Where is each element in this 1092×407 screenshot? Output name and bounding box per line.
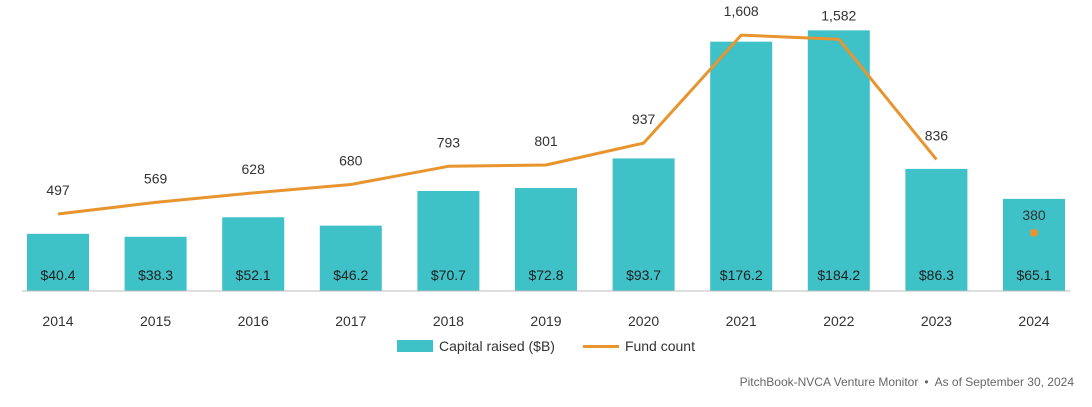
chart-area: $40.4 $38.3 $52.1 $46.2 $70.7 $72.8 $93.7 $176.… <box>22 3 1070 329</box>
x-tick-2023: 2023 <box>921 313 952 329</box>
bar-2020 <box>612 158 675 291</box>
legend-label-fund-count: Fund count <box>624 338 695 354</box>
bar-label-2014: $40.4 <box>40 267 75 283</box>
x-tick-2019: 2019 <box>530 313 561 329</box>
fund-count-label-2022: 1,582 <box>821 7 856 23</box>
bar-label-2022: $184.2 <box>817 267 860 283</box>
fund-count-label-2021: 1,608 <box>724 3 759 19</box>
legend-label-capital: Capital raised ($B) <box>439 338 555 354</box>
bar-2017 <box>319 225 382 291</box>
x-tick-2021: 2021 <box>726 313 757 329</box>
bar-label-2024: $65.1 <box>1016 267 1051 283</box>
legend-swatch-capital <box>397 340 433 352</box>
bar-2016 <box>222 217 285 291</box>
fund-count-line-group <box>57 33 1038 237</box>
legend-item-capital: Capital raised ($B) <box>397 338 555 354</box>
bar-2021 <box>710 41 773 291</box>
bar-2022 <box>807 30 870 292</box>
fund-count-point-2024 <box>1030 228 1038 237</box>
source-separator: • <box>924 375 929 389</box>
fund-count-label-2017: 680 <box>339 153 363 169</box>
x-tick-2015: 2015 <box>140 313 171 329</box>
bar-label-2023: $86.3 <box>919 267 954 283</box>
fund-count-line <box>57 33 938 216</box>
bar-2023 <box>905 168 968 291</box>
bar-label-2019: $72.8 <box>528 267 563 283</box>
fund-count-label-2015: 569 <box>144 170 168 186</box>
fund-count-label-2020: 937 <box>632 111 656 127</box>
source-note: PitchBook-NVCA Venture Monitor • As of Sep… <box>740 375 1074 389</box>
bar-2018 <box>417 190 480 291</box>
x-tick-2018: 2018 <box>433 313 464 329</box>
bar-2024 <box>1003 198 1065 291</box>
legend: Capital raised ($B) Fund count <box>0 338 1092 354</box>
fund-count-label-2018: 793 <box>437 134 461 150</box>
legend-line-fund-count <box>582 344 619 348</box>
legend-item-fund-count: Fund count <box>582 338 695 354</box>
labels-group: $40.4 $38.3 $52.1 $46.2 $70.7 $72.8 $93.7 $176.… <box>40 3 1051 283</box>
fund-count-label-2014: 497 <box>46 182 70 198</box>
bars-group <box>27 30 1065 292</box>
bar-label-2020: $93.7 <box>626 267 661 283</box>
fund-count-label-2023: 836 <box>925 127 949 143</box>
x-tick-2014: 2014 <box>42 313 73 329</box>
x-tick-2017: 2017 <box>335 313 366 329</box>
x-tick-2024: 2024 <box>1018 313 1049 329</box>
bar-label-2015: $38.3 <box>138 267 173 283</box>
bar-2019 <box>515 187 577 291</box>
bar-2015 <box>124 236 187 291</box>
source-date: As of September 30, 2024 <box>934 375 1074 389</box>
bar-2014 <box>27 233 89 291</box>
source-text: PitchBook-NVCA Venture Monitor <box>739 375 919 389</box>
fund-count-label-2016: 628 <box>242 161 266 177</box>
x-tick-2016: 2016 <box>238 313 269 329</box>
bar-label-2018: $70.7 <box>431 267 466 283</box>
bar-label-2016: $52.1 <box>236 267 271 283</box>
fund-count-label-2019: 801 <box>534 133 558 149</box>
bar-label-2017: $46.2 <box>333 267 368 283</box>
x-tick-2020: 2020 <box>628 313 659 329</box>
fund-count-label-2024: 380 <box>1022 207 1046 223</box>
x-tick-2022: 2022 <box>823 313 854 329</box>
bar-label-2021: $176.2 <box>720 267 763 283</box>
x-axis-ticks: 2014 2015 2016 2017 2018 2019 2020 2021 2022 2023… <box>42 313 1049 329</box>
